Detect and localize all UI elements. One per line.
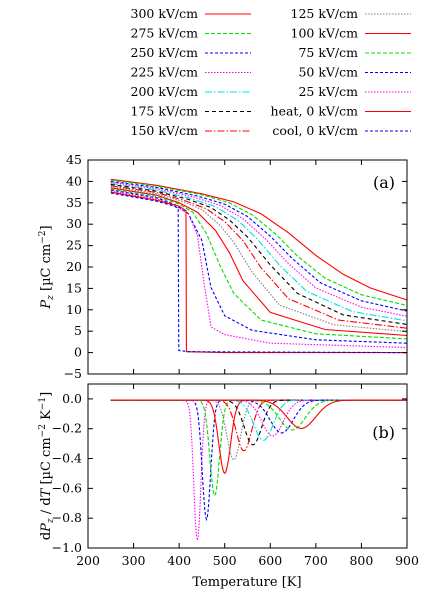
- panel-a-ticks: −5 0 5 10 15 20 25 30 35 40 45: [64, 152, 408, 381]
- panel-a: −5 0 5 10 15 20 25 30 35 40 45 (a) Pz [µC cm−2]: [38, 152, 408, 381]
- panel-b-ytick-label: 0.0: [62, 391, 82, 406]
- panel-b-line-250-kv-cm: [110, 399, 407, 434]
- panel-a-line-175-kv-cm: [110, 183, 408, 325]
- panel-a-ytick-label: 10: [66, 302, 82, 317]
- x-axis-label: Temperature [K]: [192, 575, 301, 590]
- panel-b-line-25-kv-cm: [110, 399, 407, 541]
- legend-label-25-kv-cm: 25 kV/cm: [298, 84, 358, 99]
- panel-a-line-50-kv-cm: [110, 189, 408, 344]
- panel-a-ytick-label: 20: [66, 259, 82, 274]
- panel-a-ytick-label: 0: [74, 345, 82, 360]
- legend-label-200-kv-cm: 200 kV/cm: [131, 84, 199, 99]
- panel-a-ytick-label: 15: [66, 280, 82, 295]
- panel-b-ytick-label: −0.6: [52, 480, 82, 495]
- panel-a-line-225-kv-cm: [110, 181, 408, 317]
- panel-a-ytick-label: 25: [66, 238, 82, 253]
- panel-a-ytick-label: 30: [66, 216, 82, 231]
- panel-a-ytick-label: −5: [64, 366, 82, 381]
- panel-a-line-25-kv-cm: [110, 190, 408, 349]
- panel-a-line-75-kv-cm: [110, 188, 408, 340]
- legend-label-250-kv-cm: 250 kV/cm: [131, 45, 199, 60]
- legend: 300 kV/cm 275 kV/cm 250 kV/cm 225 kV/cm 200 …: [131, 6, 411, 138]
- panel-b-line-50-kv-cm: [110, 399, 407, 522]
- panel-a-line-100-kv-cm: [110, 187, 408, 337]
- panel-a-ytick-label: 40: [66, 173, 82, 188]
- legend-label-150-kv-cm: 150 kV/cm: [131, 123, 199, 138]
- panel-b-frame: [87, 383, 408, 549]
- panel-a-line-200-kv-cm: [110, 182, 408, 322]
- panel-b-xtick-label: 900: [395, 553, 419, 568]
- panel-a-ylabel: Pz [µC cm−2]: [38, 225, 56, 309]
- panel-a-line-125-kv-cm: [110, 185, 408, 333]
- legend-label-300-kv-cm: 300 kV/cm: [131, 6, 199, 21]
- panel-a-ytick-label: 45: [66, 152, 82, 167]
- panel-b-xtick-label: 200: [76, 553, 100, 568]
- panel-b-ylabel: dPz / dT [µC cm−2 K−1]: [38, 392, 56, 540]
- panel-b-series: [110, 399, 407, 541]
- panel-b-ytick-label: −0.8: [52, 510, 82, 525]
- panel-a-line-cool-0-kv-cm: [110, 192, 408, 354]
- legend-label-75-kv-cm: 75 kV/cm: [298, 45, 358, 60]
- panel-a-line-300-kv-cm: [110, 178, 408, 301]
- legend-label-225-kv-cm: 225 kV/cm: [131, 65, 199, 80]
- panel-b-line-300-kv-cm: [110, 399, 407, 429]
- panel-b-label: (b): [372, 423, 395, 442]
- panel-b-line-75-kv-cm: [110, 399, 407, 497]
- panel-a-ytick-label: 35: [66, 195, 82, 210]
- panel-a-label: (a): [373, 173, 395, 192]
- panel-b: 200 300 400 500 600 700 800 900 −1.0 −0.8 −0.6 −0.4…: [38, 383, 419, 590]
- panel-a-line-heat-0-kv-cm: [110, 191, 407, 354]
- panel-b-line-125-kv-cm: [110, 399, 407, 461]
- panel-a-line-250-kv-cm: [110, 180, 408, 312]
- panel-b-line-150-kv-cm: [110, 399, 407, 452]
- panel-b-xtick-label: 400: [167, 553, 191, 568]
- panel-b-ytick-label: −0.2: [52, 421, 82, 436]
- panel-b-xtick-label: 800: [349, 553, 373, 568]
- panel-b-xtick-label: 600: [258, 553, 282, 568]
- panel-b-line-225-kv-cm: [110, 399, 407, 437]
- panel-b-xtick-label: 300: [122, 553, 146, 568]
- legend-label-heat-0-kv-cm: heat, 0 kV/cm: [271, 104, 359, 119]
- legend-label-cool-0-kv-cm: cool, 0 kV/cm: [272, 123, 358, 138]
- panel-a-line-150-kv-cm: [110, 185, 408, 329]
- panel-b-xtick-label: 700: [304, 553, 328, 568]
- legend-label-175-kv-cm: 175 kV/cm: [131, 104, 199, 119]
- legend-label-100-kv-cm: 100 kV/cm: [291, 26, 359, 41]
- panel-a-line-275-kv-cm: [110, 179, 408, 307]
- panel-b-ytick-label: −0.4: [52, 451, 82, 466]
- legend-label-50-kv-cm: 50 kV/cm: [298, 65, 358, 80]
- panel-a-ytick-label: 5: [74, 323, 82, 338]
- panel-b-ytick-label: −1.0: [52, 540, 82, 555]
- panel-b-xtick-label: 500: [213, 553, 237, 568]
- legend-label-125-kv-cm: 125 kV/cm: [291, 6, 359, 21]
- panel-a-series: [110, 178, 408, 354]
- legend-label-275-kv-cm: 275 kV/cm: [131, 26, 199, 41]
- panel-b-ticks: 200 300 400 500 600 700 800 900 −1.0 −0.8 −0.6 −0.4…: [52, 384, 419, 568]
